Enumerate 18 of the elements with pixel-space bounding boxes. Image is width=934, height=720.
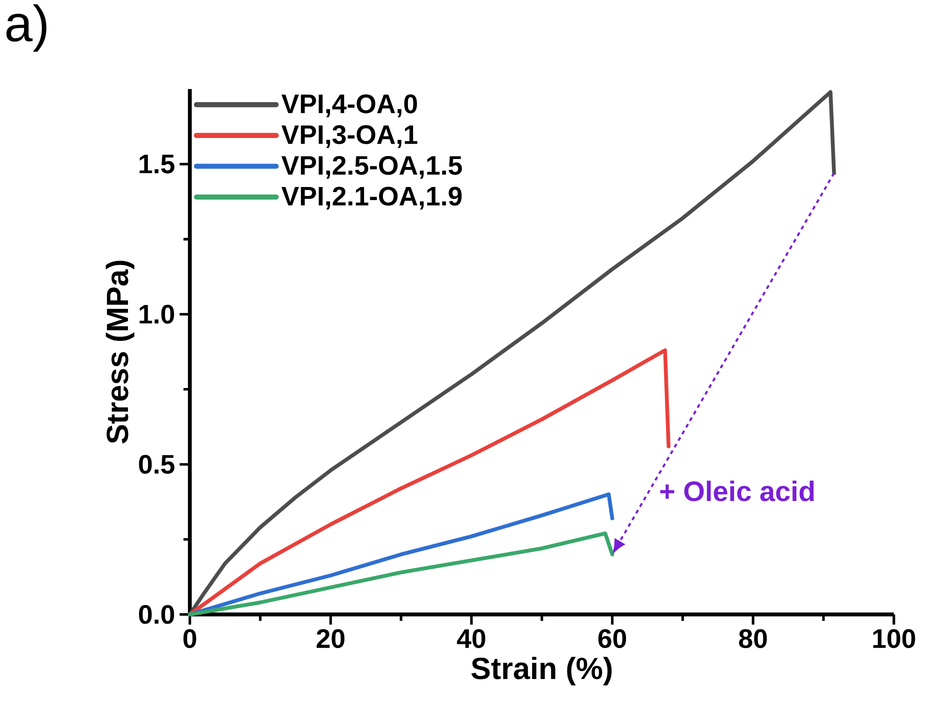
x-axis-title: Strain (%) [471, 656, 612, 686]
x-tick-label: 0 [183, 628, 196, 648]
x-tick-label: 80 [739, 628, 767, 648]
legend-label: VPI,2.5-OA,1.5 [281, 156, 462, 179]
y-tick-label: 0.5 [139, 454, 174, 474]
y-tick-label: 1.5 [140, 154, 174, 174]
x-tick-label: 60 [598, 628, 626, 648]
y-tick-label: 0.0 [139, 604, 174, 624]
y-axis-title: Stress (MPa) [106, 260, 134, 444]
x-tick-label: 40 [456, 628, 486, 648]
legend-label: VPI,2.1-OA,1.9 [281, 186, 462, 210]
y-tick-label: 1.0 [140, 304, 174, 324]
text: a) [6, 4, 46, 52]
x-tick-label: 100 [873, 628, 916, 648]
legend-label: VPI,4-OA,0 [281, 94, 417, 117]
x-tick-label: 20 [316, 628, 344, 648]
legend-label: VPI,3-OA,1 [281, 124, 418, 148]
annotation: + Oleic acid [660, 480, 814, 502]
